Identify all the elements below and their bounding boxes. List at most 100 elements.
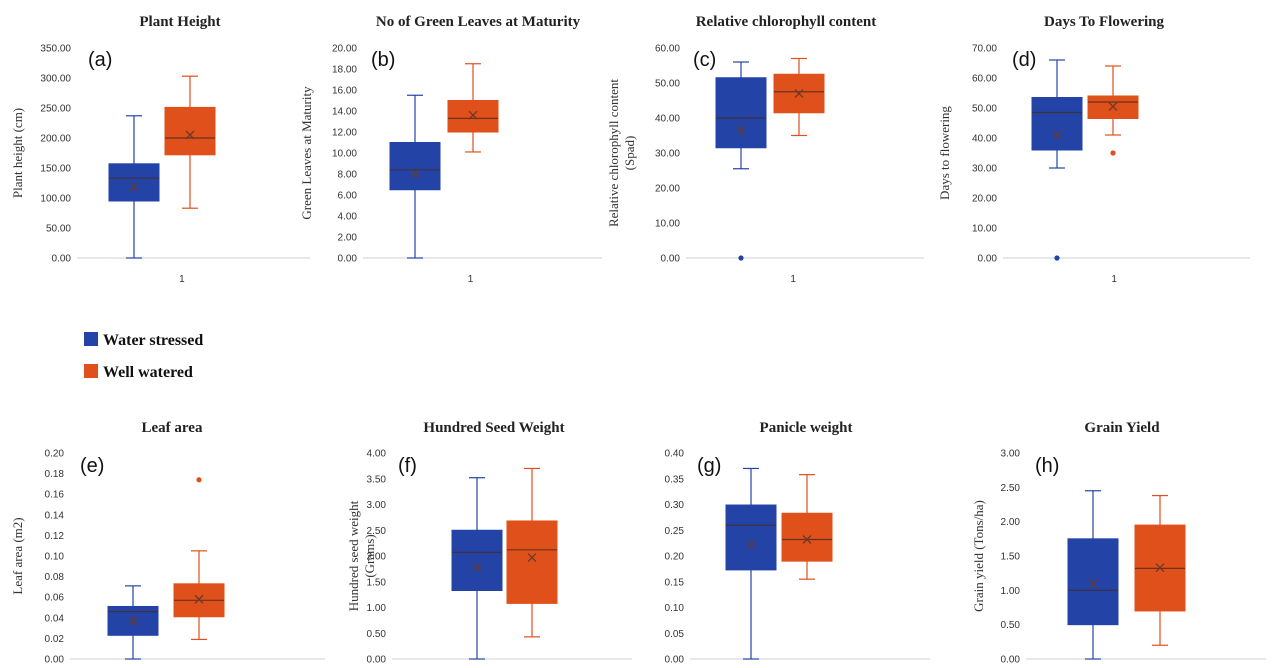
x-category-label: 1 xyxy=(1111,274,1117,285)
panel-letter: (e) xyxy=(80,455,104,477)
y-tick-label: 1.00 xyxy=(1001,586,1021,597)
mean-marker-well-watered xyxy=(185,130,195,140)
y-tick-label: 0.16 xyxy=(45,490,65,501)
y-tick-label: 0.00 xyxy=(978,254,998,265)
y-tick-label: 0.15 xyxy=(665,577,685,588)
y-tick-label: 14.00 xyxy=(332,107,357,118)
y-axis-label: Relative chlorophyll content xyxy=(606,79,621,227)
y-tick-label: 20.00 xyxy=(332,44,357,55)
box-well-watered xyxy=(781,474,833,580)
box-well-watered xyxy=(164,75,216,209)
x-category-label: 1 xyxy=(179,274,185,285)
y-tick-label: 8.00 xyxy=(338,170,358,181)
legend-label-well-watered: Well watered xyxy=(103,364,193,381)
iqr-box-water-stressed xyxy=(389,142,441,191)
panel-letter: (b) xyxy=(371,49,395,71)
y-tick-label: 3.00 xyxy=(367,500,387,511)
iqr-box-well-watered xyxy=(506,520,558,604)
y-tick-label: 150.00 xyxy=(40,164,71,175)
iqr-box-well-watered xyxy=(781,512,833,562)
y-tick-label: 0.00 xyxy=(367,655,387,666)
chart-title: Days To Flowering xyxy=(1044,14,1165,30)
y-tick-label: 0.04 xyxy=(45,613,65,624)
panel-letter: (g) xyxy=(697,455,721,477)
panel-letter: (d) xyxy=(1012,49,1036,71)
legend-swatch-well-watered xyxy=(84,364,98,378)
box-water-stressed xyxy=(1031,59,1083,261)
chart-title: Leaf area xyxy=(142,420,203,436)
y-tick-label: 0.08 xyxy=(45,572,65,583)
y-tick-label: 2.50 xyxy=(367,526,387,537)
y-axis-label: Grain yield (Tons/ha) xyxy=(971,500,986,612)
y-axis-label: Leaf area (m2) xyxy=(10,517,25,594)
outlier-point-water-stressed xyxy=(738,255,744,261)
y-tick-label: 50.00 xyxy=(972,104,997,115)
box-water-stressed xyxy=(725,467,777,660)
y-tick-label: 100.00 xyxy=(40,194,71,205)
y-tick-label: 16.00 xyxy=(332,86,357,97)
legend-label-water-stressed: Water stressed xyxy=(103,332,203,349)
chart-panels: Plant Height(a)0.0050.00100.00150.00200.… xyxy=(10,14,1266,666)
chart-title: Plant Height xyxy=(139,14,220,30)
iqr-box-water-stressed xyxy=(451,529,503,592)
mean-marker-well-watered xyxy=(1108,102,1118,111)
y-tick-label: 20.00 xyxy=(655,184,680,195)
y-tick-label: 0.20 xyxy=(45,449,65,460)
outlier-point-water-stressed xyxy=(1054,255,1060,261)
y-tick-label: 4.00 xyxy=(367,449,387,460)
y-tick-label: 250.00 xyxy=(40,104,71,115)
chart-plant-height: Plant Height (a) 0.00 50.00 100.00 150.00 200.… xyxy=(10,14,310,285)
y-tick-label: 10.00 xyxy=(972,224,997,235)
chart-panicle-weight: Panicle weight (g) 0.00 0.05 0.10 0.15 0.20 0.2… xyxy=(665,420,930,666)
box-water-stressed xyxy=(107,585,159,660)
y-tick-label: 40.00 xyxy=(972,134,997,145)
iqr-box-well-watered xyxy=(164,106,216,156)
iqr-box-water-stressed xyxy=(1067,538,1119,626)
panel-letter: (h) xyxy=(1035,455,1059,477)
y-tick-label: 0.00 xyxy=(45,655,65,666)
y-axis-label: Days to flowering xyxy=(937,106,952,200)
panel-letter: (f) xyxy=(398,455,417,477)
outlier-point-well-watered xyxy=(1110,150,1116,156)
x-category-label: 1 xyxy=(790,274,796,285)
iqr-box-water-stressed xyxy=(1031,97,1083,151)
box-well-watered xyxy=(447,63,499,153)
y-axis-label: Green Leaves at Maturity xyxy=(299,86,314,220)
y-tick-label: 70.00 xyxy=(972,44,997,55)
mean-marker-water-stressed xyxy=(746,540,756,550)
legend: Water stressed Well watered xyxy=(84,332,203,381)
y-tick-label: 2.00 xyxy=(367,552,387,563)
mean-marker-well-watered xyxy=(468,110,478,120)
y-tick-label: 50.00 xyxy=(46,224,71,235)
chart-title: Relative chlorophyll content xyxy=(696,14,877,30)
box-well-watered xyxy=(506,467,558,638)
box-water-stressed xyxy=(451,477,503,660)
y-tick-label: 0.50 xyxy=(1001,620,1021,631)
y-tick-label: 4.00 xyxy=(338,212,358,223)
y-tick-label: 0.30 xyxy=(665,500,685,511)
box-well-watered xyxy=(173,477,225,641)
y-tick-label: 6.00 xyxy=(338,191,358,202)
y-tick-label: 0.05 xyxy=(665,629,685,640)
y-tick-label: 0.20 xyxy=(665,552,685,563)
chart-relative-chlorophyll-content: Relative chlorophyll content (c) 0.00 10.00… xyxy=(606,14,924,285)
chart-grain-yield: Grain Yield (h) 0.00 0.50 1.00 1.50 2.00 2.50 3.… xyxy=(971,420,1266,666)
y-tick-label: 1.50 xyxy=(1001,552,1021,563)
panel-letter: (a) xyxy=(88,49,112,71)
y-tick-label: 0.40 xyxy=(665,449,685,460)
chart-no-of-green-leaves-at-maturity: No of Green Leaves at Maturity (b) 0.00 2.0… xyxy=(299,14,602,285)
y-tick-label: 0.06 xyxy=(45,593,65,604)
y-axis-label: (Spad) xyxy=(622,136,637,171)
y-tick-label: 0.00 xyxy=(338,254,358,265)
y-tick-label: 2.00 xyxy=(338,233,358,244)
mean-marker-water-stressed xyxy=(472,562,482,572)
y-tick-label: 12.00 xyxy=(332,128,357,139)
chart-days-to-flowering: Days To Flowering (d) 0.00 10.00 20.00 30.00 4… xyxy=(937,14,1250,285)
mean-marker-water-stressed xyxy=(410,169,420,179)
mean-marker-well-watered xyxy=(802,535,812,544)
y-tick-label: 300.00 xyxy=(40,74,71,85)
y-tick-label: 0.12 xyxy=(45,531,65,542)
y-tick-label: 0.00 xyxy=(1001,655,1021,666)
y-tick-label: 60.00 xyxy=(655,44,680,55)
y-tick-label: 3.50 xyxy=(367,474,387,485)
